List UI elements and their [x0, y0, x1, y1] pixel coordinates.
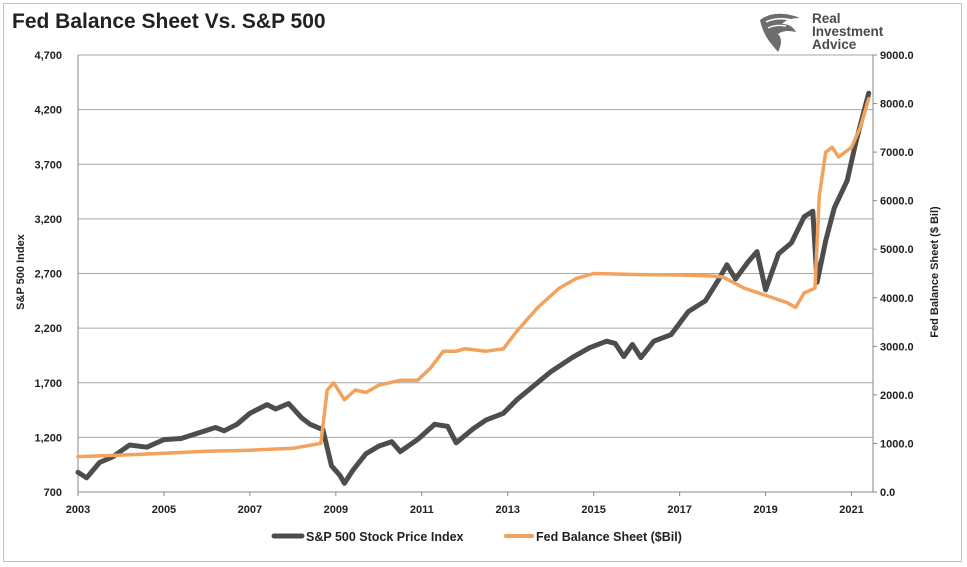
x-tick-label: 2011 — [410, 504, 434, 516]
y-tick-label: 4,700 — [34, 50, 62, 62]
x-tick-label: 2021 — [839, 504, 863, 516]
y2-tick-label: 2000.0 — [880, 390, 914, 402]
brand-logo: Real Investment Advice — [756, 10, 896, 56]
x-tick-label: 2019 — [753, 504, 777, 516]
y-tick-label: 3,200 — [34, 214, 62, 226]
y2-tick-label: 6000.0 — [880, 196, 914, 208]
legend-label-sp500: S&P 500 Stock Price Index — [306, 530, 464, 544]
y-tick-label: 3,700 — [34, 159, 62, 171]
x-tick-label: 2013 — [495, 504, 519, 516]
y2-tick-label: 4000.0 — [880, 293, 914, 305]
y2-tick-label: 3000.0 — [880, 341, 914, 353]
sp500-line — [75, 90, 872, 486]
eagle-head-icon — [760, 13, 800, 53]
legend: S&P 500 Stock Price Index Fed Balance Sh… — [271, 530, 682, 544]
x-tick-label: 2003 — [66, 504, 90, 516]
y-tick-label: 700 — [44, 487, 62, 499]
brand-name-line-2: Investment — [812, 24, 884, 39]
x-tick-label: 2015 — [581, 504, 605, 516]
y-tick-label: 2,200 — [34, 323, 62, 335]
y-tick-label: 4,200 — [34, 105, 62, 117]
gridlines — [78, 54, 873, 438]
left-axis-title: S&P 500 Index — [15, 233, 27, 309]
y2-tick-label: 8000.0 — [880, 99, 914, 111]
legend-label-fed: Fed Balance Sheet ($Bil) — [536, 530, 682, 544]
series-layer — [75, 90, 872, 486]
y2-tick-label: 9000.0 — [880, 50, 914, 62]
x-tick-label: 2009 — [324, 504, 348, 516]
chart-title: Fed Balance Sheet Vs. S&P 500 — [12, 10, 326, 33]
y-tick-label: 2,700 — [34, 269, 62, 281]
fed-balance-line — [76, 96, 871, 459]
y-tick-label: 1,200 — [34, 432, 62, 444]
y2-tick-label: 5000.0 — [880, 244, 914, 256]
y-tick-label: 1,700 — [34, 378, 62, 390]
right-axis-title: Fed Balance Sheet ($ Bil) — [929, 206, 941, 338]
brand-name-line-3: Advice — [812, 37, 857, 52]
axes: 700 1,200 1,700 2,200 2,700 3,200 3,700 4,200 4,… — [34, 50, 913, 516]
brand-name-line-1: Real — [812, 11, 841, 26]
y2-tick-label: 1000.0 — [880, 438, 914, 450]
y2-tick-label: 0.0 — [880, 487, 895, 499]
x-tick-label: 2007 — [238, 504, 262, 516]
x-tick-label: 2017 — [667, 504, 691, 516]
x-tick-label: 2005 — [152, 504, 176, 516]
chart-frame — [3, 3, 962, 562]
y2-tick-label: 7000.0 — [880, 147, 914, 159]
